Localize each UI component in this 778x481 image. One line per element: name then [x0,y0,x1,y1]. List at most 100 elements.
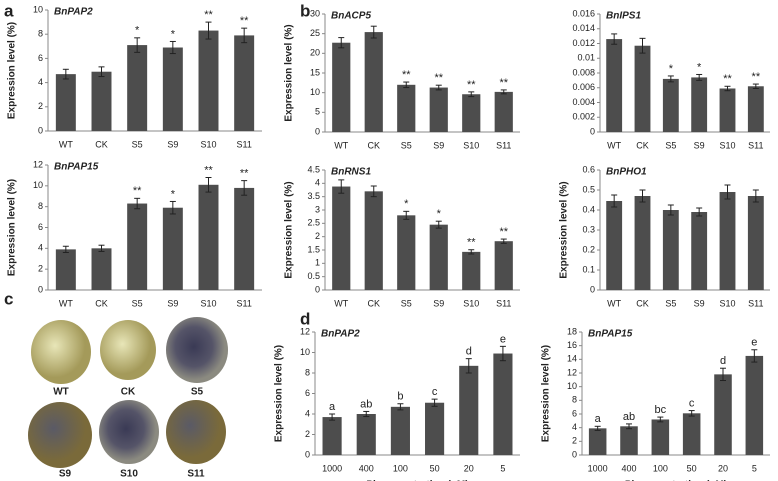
y-tick-label: 10 [567,381,577,391]
y-tick-label: 30 [310,8,320,18]
x-tick-label: CK [95,298,108,308]
error-bar [724,85,731,92]
y-tick-label: 0.008 [572,67,595,77]
x-tick-label: S9 [433,298,444,308]
bar [494,91,513,132]
error-bar [499,345,506,362]
bar [397,215,416,290]
bar [588,428,607,455]
error-bar [639,37,646,54]
bar [429,87,448,132]
x-tick-label: CK [636,298,649,308]
y-tick-label: 1 [315,258,320,268]
error-bar [626,423,632,430]
error-bar [657,416,664,423]
y-tick-label: 0 [590,284,595,294]
y-tick-label: 0.5 [307,271,320,281]
panel-label: d [300,309,310,328]
x-tick-label: S9 [167,139,178,149]
error-bar [468,249,475,255]
y-axis-label: Expression level (%) [284,181,295,278]
bar [691,77,708,132]
error-bar [403,81,410,89]
x-tick-label: S10 [463,298,479,308]
y-tick-label: 0 [38,284,43,294]
x-tick-label: S5 [665,298,676,308]
bar [429,224,448,290]
x-tick-label: S10 [719,298,735,308]
x-tick-label: 50 [430,463,440,473]
y-tick-label: 0.5 [582,184,595,194]
error-bar [370,185,377,198]
error-bar [431,398,438,407]
bar [462,94,481,132]
y-tick-label: 0.012 [572,38,595,48]
x-tick-label: S10 [200,298,216,308]
y-tick-label: 2 [38,101,43,111]
error-bar [370,25,377,39]
error-bar [98,66,105,78]
x-tick-label: S9 [694,298,705,308]
significance-label: * [171,28,176,40]
bar [494,241,513,290]
significance-label: a [595,413,602,425]
y-tick-label: 6 [572,408,577,418]
error-bar [724,184,731,200]
significance-label: * [171,188,176,200]
y-tick-label: 0.002 [572,112,595,122]
x-tick-label: 100 [393,463,408,473]
seed-images [28,317,228,468]
error-bar [468,91,475,98]
error-bar [435,84,442,91]
significance-label: ** [723,73,732,85]
x-tick-label: WT [607,140,621,150]
seed [166,317,228,383]
y-tick-label: 0 [38,125,43,135]
error-bar [329,413,336,421]
y-tick-label: 1.5 [307,244,320,254]
bar [356,414,376,455]
y-tick-label: 0.1 [582,264,595,274]
chart-title: BnACP5 [331,11,371,22]
significance-label: ** [467,79,476,91]
x-tick-label: S9 [167,298,178,308]
error-bar [397,403,404,411]
bar [662,78,679,132]
y-tick-label: 4 [572,422,577,432]
bar [162,207,183,290]
y-tick-label: 4 [38,77,43,87]
x-tick-label: 5 [752,463,757,473]
bar [425,402,445,455]
chart-title: BnRNS1 [331,167,371,178]
x-tick-label: CK [367,298,380,308]
significance-label: ** [434,72,443,84]
error-bar [688,410,695,417]
error-bar [500,89,507,95]
bar [322,417,342,455]
x-tick-label: S5 [132,139,143,149]
bar [719,192,736,290]
significance-label: * [135,25,140,37]
x-tick-label: S5 [665,140,676,150]
seed-label: CK [121,387,136,398]
error-bar [169,200,176,215]
seed-label: S10 [120,469,138,480]
error-bar [338,179,345,194]
error-bar [363,410,370,418]
error-bar [134,37,141,53]
significance-label: ** [204,9,213,21]
y-tick-label: 0 [590,126,595,136]
error-bar [205,177,212,193]
x-tick-label: S10 [200,139,216,149]
significance-label: * [697,61,702,73]
y-tick-label: 4.5 [307,164,320,174]
y-tick-label: 0 [305,449,310,459]
error-bar [696,73,703,81]
bar [714,374,732,455]
significance-label: ** [752,71,761,83]
y-tick-label: 8 [38,201,43,211]
significance-label: ** [499,226,508,238]
bar [462,251,481,290]
error-bar [720,367,726,382]
